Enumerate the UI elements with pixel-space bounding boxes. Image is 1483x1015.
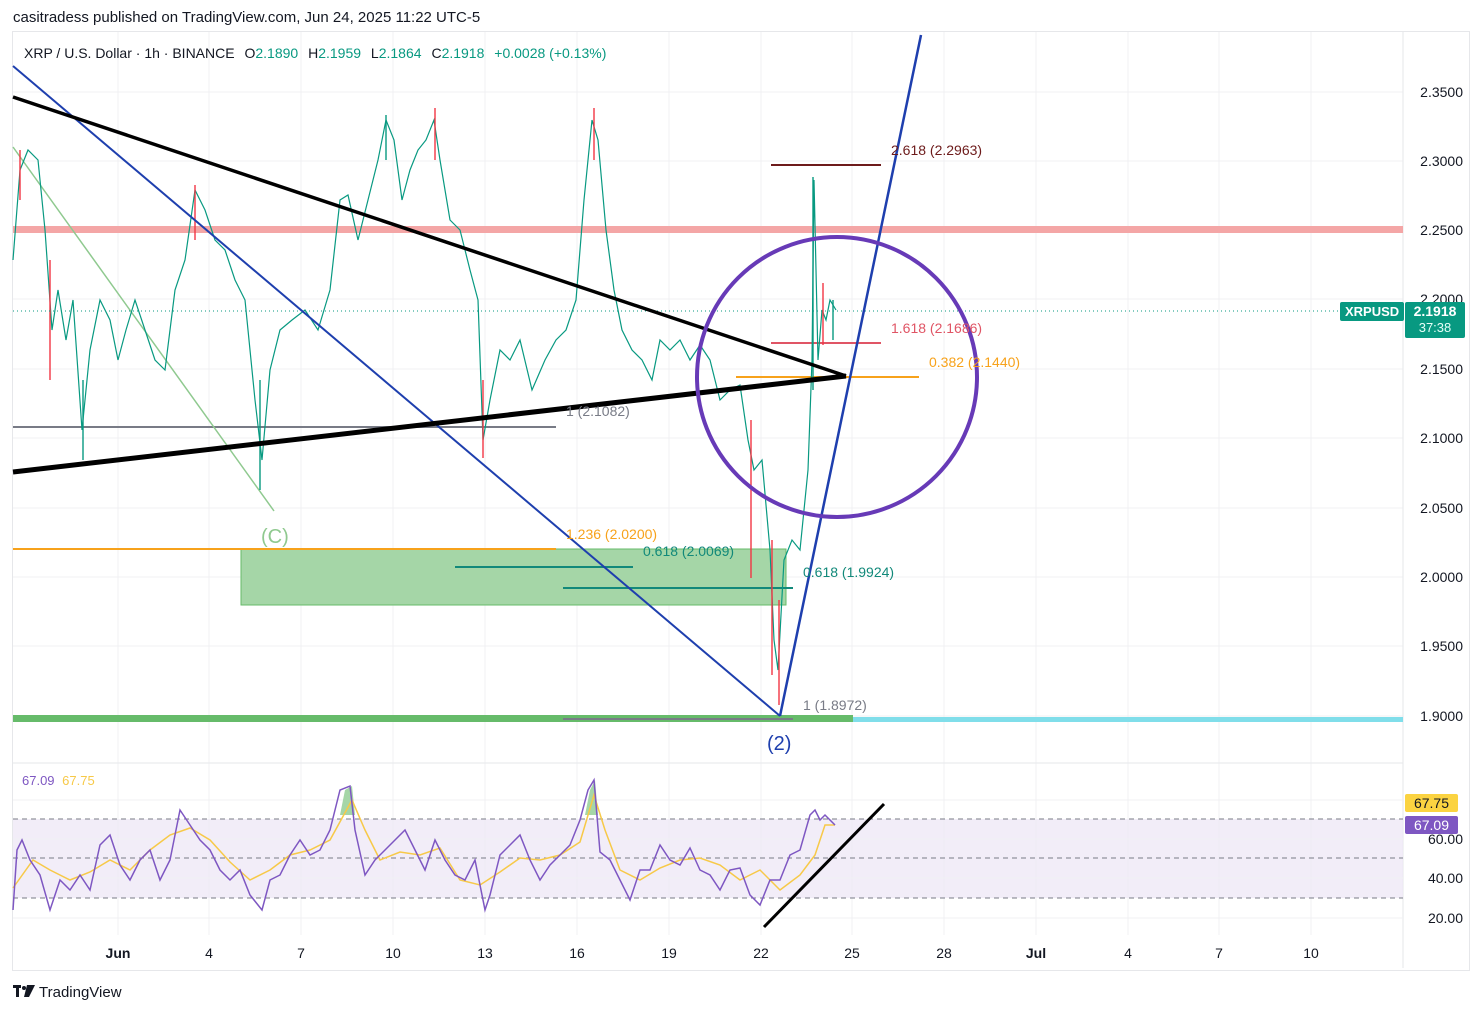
chart-frame[interactable] — [12, 31, 1470, 971]
rsi-ma-badge: 67.75 — [1405, 794, 1458, 812]
time-tick: 13 — [477, 945, 493, 961]
blue-descending-trendline[interactable] — [12, 65, 781, 717]
triangle-upper-line[interactable] — [12, 95, 847, 378]
price-series — [12, 117, 837, 671]
price-tick: 2.1500 — [1420, 361, 1463, 377]
high-value: 2.1959 — [318, 45, 362, 61]
rsi-legend[interactable]: 67.09 67.75 — [22, 773, 95, 788]
brand-name: TradingView — [39, 984, 122, 1001]
rsi-bands — [13, 818, 1403, 899]
price-tick: 2.0000 — [1420, 569, 1463, 585]
rsi-tick: 40.00 — [1427, 870, 1463, 886]
tradingview-logo-icon — [13, 984, 35, 1001]
rsi-value-badge: 67.09 — [1405, 816, 1458, 834]
publisher-line: casitradess published on TradingView.com… — [13, 9, 481, 26]
fib-0382-label: 0.382 (2.1440) — [929, 354, 1021, 370]
fib-1618-label: 1.618 (2.1686) — [891, 320, 983, 336]
support-line-cyan[interactable] — [853, 717, 1403, 722]
rsi-tick: 60.00 — [1427, 831, 1463, 847]
time-tick: 16 — [569, 945, 585, 961]
close-label: C — [431, 45, 442, 61]
fib-1236-label: 1.236 (2.0200) — [566, 526, 658, 542]
low-value: 2.1864 — [378, 45, 422, 61]
rsi-tick: 20.00 — [1427, 910, 1463, 926]
bar-countdown: 37:38 — [1418, 320, 1452, 335]
tradingview-brand[interactable]: TradingView — [13, 984, 122, 1001]
support-line-green[interactable] — [13, 715, 853, 722]
rsi-ma-value: 67.75 — [62, 773, 95, 788]
time-tick: Jul — [1025, 945, 1047, 961]
price-grid — [13, 91, 1403, 717]
price-tick: 1.9000 — [1420, 708, 1463, 724]
change-value: +0.0028 (+0.13%) — [494, 45, 607, 61]
wave-2-label: (2) — [767, 733, 792, 755]
rsi-trendline[interactable] — [762, 802, 886, 929]
fib-1-upper-label: 1 (2.1082) — [566, 403, 630, 419]
triangle-lower-line[interactable] — [12, 373, 847, 475]
time-tick: 7 — [297, 945, 305, 961]
price-tick: 2.3500 — [1420, 84, 1463, 100]
green-trendline[interactable] — [12, 146, 275, 512]
low-label: L — [370, 45, 379, 61]
rsi-line — [12, 777, 836, 913]
open-value: 2.1890 — [255, 45, 299, 61]
fib-1-lower-label: 1 (1.8972) — [803, 697, 867, 713]
time-tick: 4 — [1124, 945, 1132, 961]
time-tick: 19 — [661, 945, 677, 961]
last-price: 2.1918 — [1413, 303, 1457, 319]
fib-0618-label-b: 0.618 (1.9924) — [803, 564, 895, 580]
price-tick: 2.2500 — [1420, 222, 1463, 238]
time-tick: 7 — [1215, 945, 1223, 961]
rsi-value: 67.09 — [22, 773, 55, 788]
fib-2618-label: 2.618 (2.2963) — [891, 142, 983, 158]
rsi-ma-line — [12, 792, 835, 891]
last-price-badge: 2.1918 37:38 — [1405, 302, 1465, 338]
time-tick: 28 — [936, 945, 952, 961]
price-tick: 2.3000 — [1420, 153, 1463, 169]
candles — [19, 108, 834, 705]
price-tick: 1.9500 — [1420, 638, 1463, 654]
time-tick: 22 — [753, 945, 769, 961]
high-label: H — [308, 45, 319, 61]
time-tick: 4 — [205, 945, 213, 961]
fib-0618-label-a: 0.618 (2.0069) — [643, 543, 735, 559]
symbol-badge: XRPUSD — [1340, 302, 1405, 321]
time-grid — [117, 32, 1312, 935]
price-tick: 2.1000 — [1420, 430, 1463, 446]
symbol-title: XRP / U.S. Dollar · 1h · BINANCE — [24, 45, 235, 61]
purple-circle[interactable] — [695, 235, 979, 519]
time-tick: Jun — [105, 945, 131, 961]
close-value: 2.1918 — [441, 45, 485, 61]
time-tick: 10 — [1303, 945, 1319, 961]
symbol-legend[interactable]: XRP / U.S. Dollar · 1h · BINANCE O2.1890… — [24, 45, 606, 61]
time-tick: 10 — [385, 945, 401, 961]
price-tick: 2.0500 — [1420, 500, 1463, 516]
open-label: O — [244, 45, 256, 61]
wave-c-label: (C) — [261, 526, 289, 548]
demand-zone[interactable] — [240, 548, 787, 606]
rsi-grid — [13, 799, 1403, 919]
blue-ascending-trendline[interactable] — [778, 34, 923, 717]
resistance-line-2.25[interactable] — [13, 226, 1403, 233]
time-tick: 25 — [844, 945, 860, 961]
